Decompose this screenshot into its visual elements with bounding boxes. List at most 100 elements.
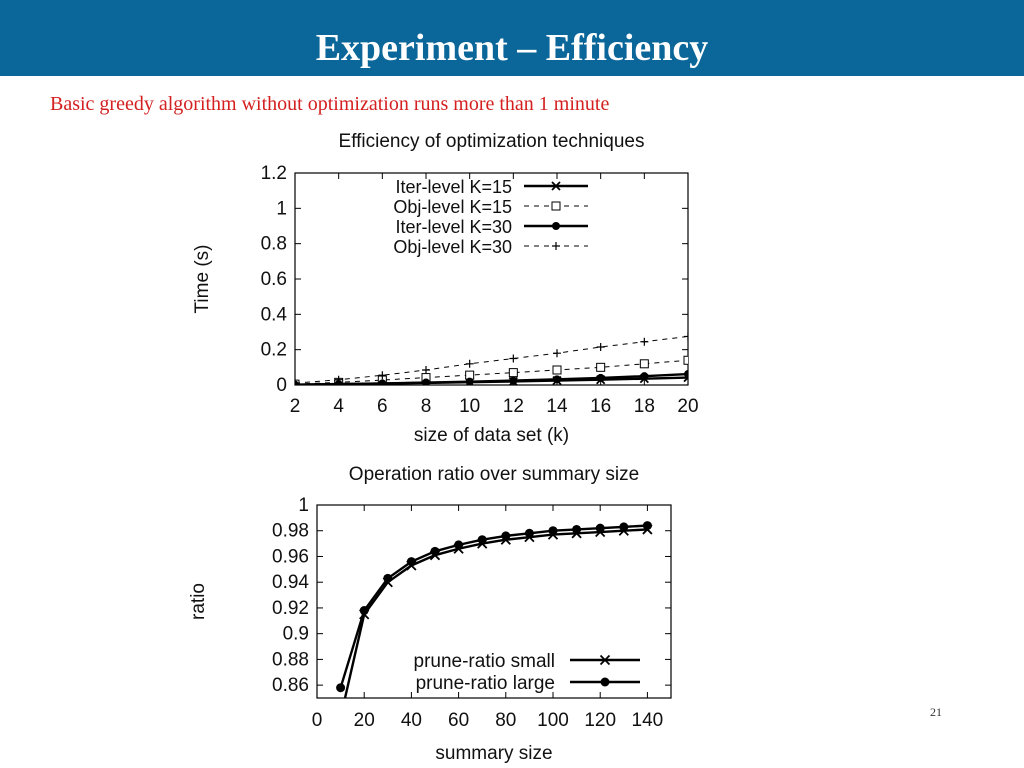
x-tick-label: 6 — [377, 396, 388, 417]
data-point — [596, 343, 605, 352]
legend-label: Obj-level K=15 — [393, 197, 512, 217]
plot-frame — [316, 504, 672, 699]
plot-area — [336, 521, 653, 722]
data-point — [378, 379, 387, 385]
x-tick-label: 20 — [354, 710, 375, 731]
x-tick-label: 120 — [584, 710, 616, 731]
page-number: 21 — [930, 705, 942, 719]
y-tick-label: 0.94 — [272, 572, 309, 593]
legend-marker — [551, 201, 561, 211]
y-axis-label: ratio — [188, 583, 209, 620]
y-tick-label: 1 — [298, 495, 309, 516]
x-tick-label: 4 — [333, 396, 344, 417]
y-tick-label: 0.8 — [261, 234, 287, 255]
x-tick-label: 18 — [634, 396, 655, 417]
legend-marker — [600, 677, 610, 687]
x-tick-label: 14 — [546, 396, 568, 417]
slide-title: Experiment – Efficiency — [315, 27, 709, 69]
data-point — [640, 337, 649, 346]
data-point — [596, 362, 606, 372]
data-point — [477, 535, 487, 545]
y-tick-label: 1.2 — [261, 163, 287, 184]
x-axis-label: size of data set (k) — [414, 425, 569, 446]
y-axis-label: Time (s) — [192, 245, 213, 314]
y-tick-label: 0.6 — [261, 269, 287, 290]
legend-label: Obj-level K=30 — [393, 237, 512, 257]
data-point — [683, 355, 688, 365]
data-point — [684, 370, 688, 379]
data-point — [430, 546, 440, 556]
x-tick-label: 8 — [421, 396, 432, 417]
data-point — [596, 373, 605, 382]
series-prune-ratio-large — [336, 521, 652, 693]
data-point — [406, 557, 416, 567]
y-tick-label: 0.96 — [272, 546, 309, 567]
y-tick-label: 0.98 — [272, 521, 309, 542]
data-point — [422, 365, 430, 374]
chart-title: Operation ratio over summary size — [349, 464, 639, 485]
plot-area — [295, 332, 688, 385]
y-tick-label: 0.86 — [272, 675, 309, 696]
slide-subtitle: Basic greedy algorithm without optimizat… — [50, 93, 610, 115]
data-point — [501, 531, 511, 541]
x-tick-label: 80 — [495, 710, 516, 731]
x-axis-label: summary size — [435, 743, 552, 764]
legend-marker — [599, 654, 611, 666]
x-tick-label: 60 — [448, 710, 469, 731]
x-tick-label: 0 — [312, 710, 323, 731]
legend-marker — [551, 181, 561, 191]
data-point — [684, 332, 688, 341]
x-tick-label: 100 — [537, 710, 569, 731]
legend-marker — [552, 242, 560, 250]
data-point — [553, 349, 561, 358]
data-point — [336, 683, 346, 693]
data-point — [572, 524, 582, 534]
data-point — [548, 526, 558, 536]
data-point — [553, 375, 561, 384]
legend-label: prune-ratio large — [416, 673, 555, 694]
data-point — [336, 713, 345, 722]
data-point — [509, 376, 518, 385]
y-tick-label: 1 — [276, 198, 287, 219]
data-point — [359, 606, 369, 616]
data-point — [524, 528, 534, 538]
data-point — [378, 371, 387, 380]
legend-label: prune-ratio small — [414, 651, 556, 672]
y-tick-label: 0.2 — [261, 340, 287, 361]
y-tick-label: 0.4 — [261, 304, 288, 325]
data-point — [465, 359, 474, 368]
x-tick-label: 40 — [401, 710, 422, 731]
data-point — [334, 375, 343, 384]
x-tick-label: 140 — [632, 710, 664, 731]
data-point — [595, 523, 605, 533]
y-tick-label: 0.88 — [272, 649, 309, 670]
series-iter-level-k-30 — [295, 370, 688, 385]
legend-label: Iter-level K=30 — [395, 217, 512, 237]
data-point — [383, 573, 393, 583]
legend-marker — [552, 222, 560, 230]
data-point — [465, 377, 474, 385]
data-point — [295, 379, 299, 385]
data-point — [639, 359, 649, 369]
data-point — [552, 365, 562, 375]
x-tick-label: 2 — [290, 396, 301, 417]
data-point — [422, 378, 430, 385]
data-point — [619, 522, 629, 532]
x-tick-label: 20 — [677, 396, 698, 417]
chart-title: Efficiency of optimization techniques — [339, 131, 645, 152]
y-tick-label: 0.9 — [283, 624, 309, 645]
data-point — [509, 354, 518, 363]
y-tick-label: 0 — [276, 375, 287, 396]
x-tick-label: 10 — [459, 396, 480, 417]
legend-label: Iter-level K=15 — [395, 177, 512, 197]
series-line — [295, 372, 688, 385]
title-bar: Experiment – Efficiency — [0, 0, 1024, 76]
data-point — [642, 521, 652, 531]
data-point — [454, 540, 464, 550]
y-tick-label: 0.92 — [272, 598, 309, 619]
data-point — [640, 372, 649, 381]
